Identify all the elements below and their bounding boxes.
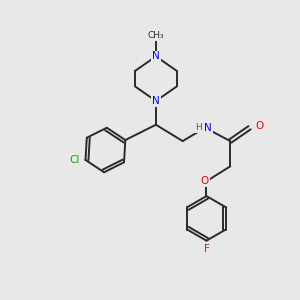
Text: O: O bbox=[255, 121, 263, 131]
Text: H: H bbox=[195, 123, 202, 132]
Text: F: F bbox=[203, 244, 209, 254]
Text: CH₃: CH₃ bbox=[148, 31, 164, 40]
Text: O: O bbox=[201, 176, 209, 186]
Text: N: N bbox=[152, 96, 160, 106]
Text: Cl: Cl bbox=[70, 155, 80, 165]
Text: N: N bbox=[152, 51, 160, 62]
Text: N: N bbox=[204, 123, 212, 133]
